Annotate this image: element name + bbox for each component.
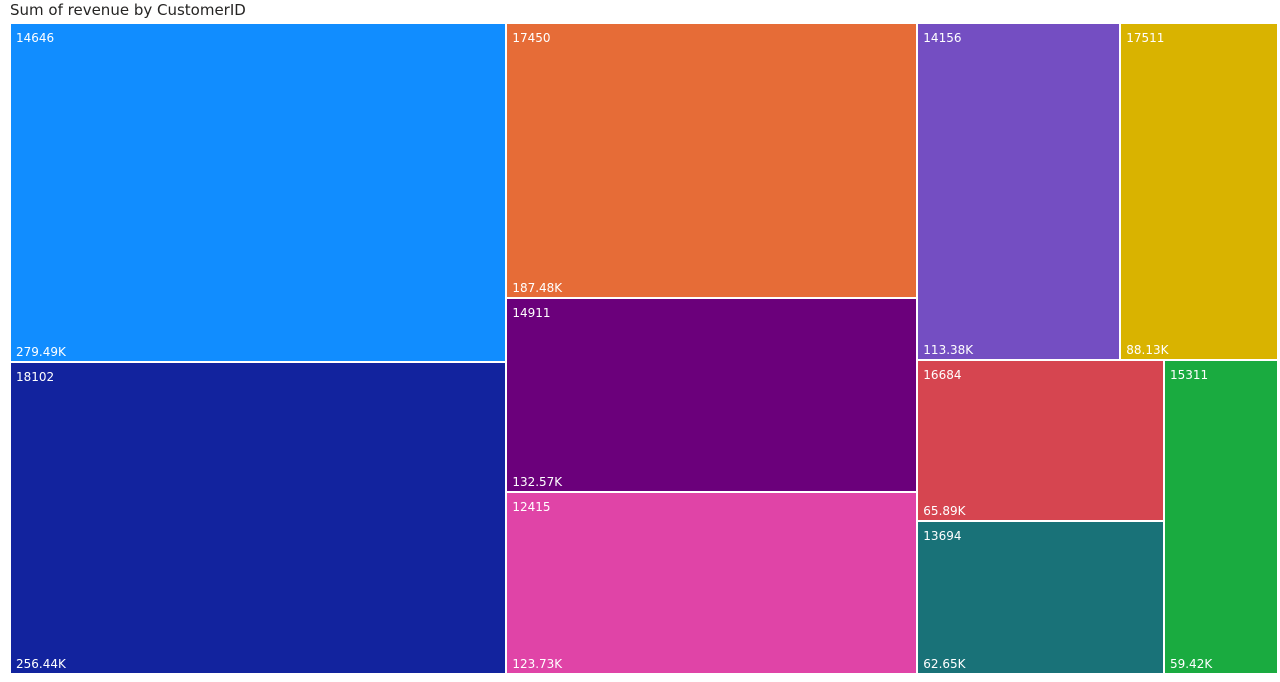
treemap-tile-14911[interactable]: 14911 132.57K	[506, 298, 918, 493]
tile-value-label: 123.73K	[512, 656, 563, 671]
treemap-tile-17450[interactable]: 17450 187.48K	[506, 23, 918, 299]
treemap-tile-13694[interactable]: 13694 62.65K	[917, 520, 1164, 674]
treemap-tile-15311[interactable]: 15311 59.42K	[1163, 359, 1278, 674]
treemap-plot-area: 14646 279.49K 18102 256.44K 17450 187.48K 1491…	[10, 23, 1278, 674]
tile-value-label: 256.44K	[16, 656, 66, 671]
tile-category-label: 14646	[16, 31, 55, 45]
tile-value-label: 65.89K	[923, 503, 966, 518]
tile-category-label: 16684	[923, 367, 962, 382]
treemap-tile-18102[interactable]: 18102 256.44K	[10, 362, 507, 674]
tile-category-label: 17450	[512, 31, 551, 45]
tile-value-label: 132.57K	[512, 475, 563, 490]
tile-value-label: 62.65K	[923, 656, 966, 671]
tile-category-label: 13694	[923, 528, 962, 543]
tile-value-label: 279.49K	[16, 345, 66, 360]
tile-category-label: 14911	[512, 306, 551, 321]
tile-category-label: 15311	[1169, 367, 1209, 382]
tile-value-label: 187.48K	[512, 281, 563, 296]
tile-category-label: 18102	[16, 370, 55, 385]
chart-title: Sum of revenue by CustomerID	[10, 1, 246, 19]
treemap-tile-16684[interactable]: 16684 65.89K	[917, 359, 1164, 521]
tile-value-label: 59.42K	[1169, 656, 1213, 671]
treemap-tile-17511[interactable]: 17511 88.13K	[1120, 23, 1278, 360]
tile-category-label: 17511	[1126, 31, 1165, 45]
treemap-tile-12415[interactable]: 12415 123.73K	[506, 492, 918, 674]
tile-value-label: 113.38K	[923, 342, 974, 357]
tile-category-label: 14156	[923, 31, 962, 45]
treemap-tile-14646[interactable]: 14646 279.49K	[10, 23, 507, 363]
treemap-tile-14156[interactable]: 14156 113.38K	[917, 23, 1121, 360]
tile-value-label: 88.13K	[1126, 342, 1169, 357]
tile-category-label: 12415	[512, 500, 551, 515]
